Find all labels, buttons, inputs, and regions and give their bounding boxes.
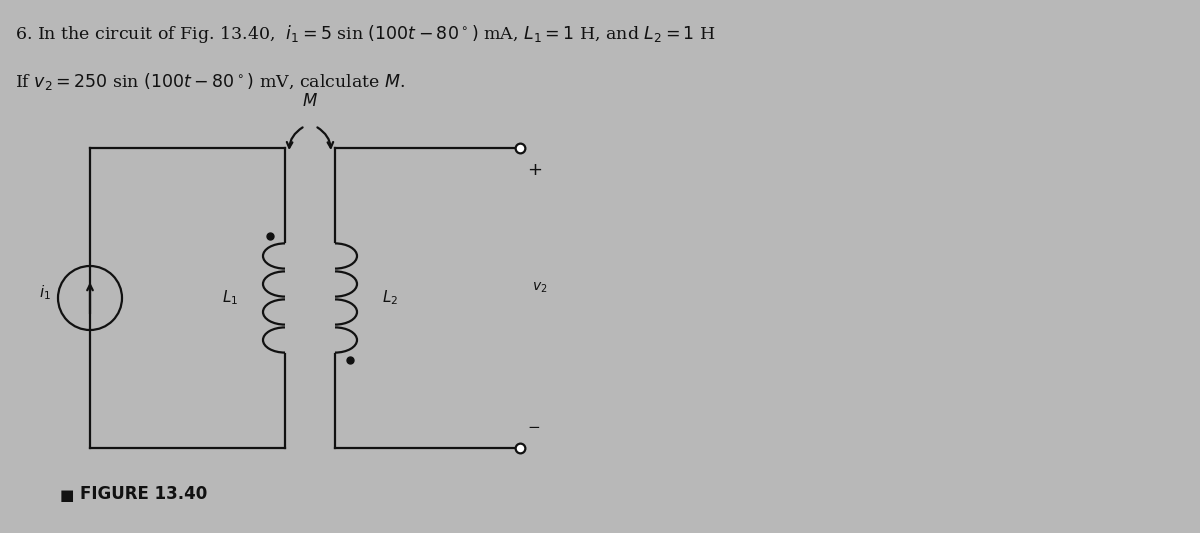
Text: $i_1$: $i_1$: [40, 284, 50, 302]
Text: $v_2$: $v_2$: [532, 281, 547, 295]
Text: $-$: $-$: [527, 418, 540, 433]
Text: If $v_2 = 250$ sin $(100t - 80^\circ)$ mV, calculate $M$.: If $v_2 = 250$ sin $(100t - 80^\circ)$ m…: [14, 71, 406, 92]
Text: +: +: [527, 161, 542, 179]
Text: $L_2$: $L_2$: [382, 289, 398, 308]
Text: FIGURE 13.40: FIGURE 13.40: [80, 485, 208, 503]
Text: $L_1$: $L_1$: [222, 289, 238, 308]
Text: ■: ■: [60, 488, 74, 503]
Text: $M$: $M$: [302, 93, 318, 110]
Text: 6. In the circuit of Fig. 13.40,  $i_1 = 5$ sin $(100t - 80^\circ)$ mA, $L_1 = 1: 6. In the circuit of Fig. 13.40, $i_1 = …: [14, 23, 715, 45]
